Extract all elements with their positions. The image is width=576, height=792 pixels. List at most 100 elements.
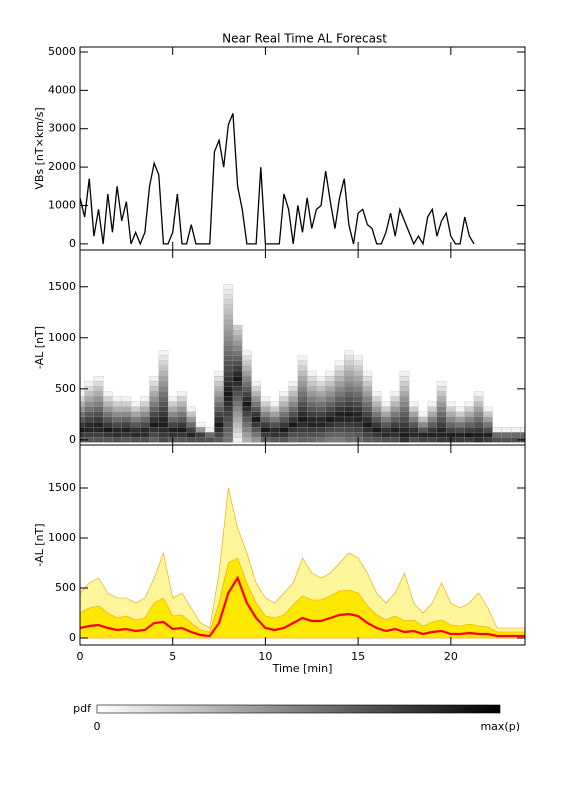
pdf-cell [177, 437, 187, 443]
pdf-cell [223, 345, 234, 351]
pdf-cell [334, 386, 345, 392]
pdf-cell [223, 391, 234, 397]
pdf-cell [242, 360, 252, 366]
pdf-cell [483, 411, 493, 418]
pdf-cell [232, 432, 243, 438]
pdf-cell [232, 335, 243, 341]
pdf-cell [297, 396, 308, 402]
pdf-cell [436, 427, 447, 433]
pdf-cell [316, 391, 326, 397]
pdf-cell [149, 416, 159, 423]
pdf-cell [84, 432, 95, 438]
pdf-cell [334, 401, 345, 407]
pdf-cell [436, 432, 447, 438]
pdf-cell [288, 437, 298, 443]
pdf-cell [205, 437, 215, 443]
pdf-cell [103, 396, 113, 402]
pdf-cell [334, 406, 345, 412]
pdf-cell [297, 355, 308, 361]
pdf-cell [167, 396, 178, 402]
pdf-cell [334, 427, 345, 433]
pdf-cell [381, 432, 391, 438]
pdf-cell [362, 370, 373, 377]
pdf-cell [325, 437, 336, 443]
pdf-cell [501, 432, 512, 438]
pdf-cell [307, 375, 317, 382]
pdf-cell [409, 437, 419, 443]
pdf-cell [316, 406, 326, 412]
pdf-cell [279, 391, 289, 397]
y-axis-label: -AL [nT] [33, 326, 46, 369]
pdf-cell [334, 375, 345, 382]
pdf-cell [325, 401, 336, 407]
pdf-cell [510, 432, 521, 438]
pdf-cell [223, 421, 234, 428]
pdf-cell [362, 386, 373, 392]
pdf-cell [140, 411, 150, 418]
pdf-cell [251, 386, 261, 392]
y-axis-label: -AL [nT] [33, 523, 46, 566]
pdf-cell [334, 416, 345, 423]
pdf-cell [158, 386, 169, 392]
pdf-cell [492, 437, 502, 443]
pdf-cell [288, 411, 298, 418]
pdf-cell [427, 432, 438, 438]
pdf-cell [418, 411, 428, 418]
pdf-cell [390, 421, 400, 428]
pdf-cell [288, 401, 298, 407]
pdf-cell [158, 365, 169, 372]
pdf-cell [232, 396, 243, 402]
pdf-cell [436, 381, 447, 387]
pdf-cell [483, 406, 493, 412]
pdf-cell [93, 427, 104, 433]
pdf-cell [344, 401, 354, 407]
pdf-cell [130, 427, 141, 433]
pdf-cell [186, 416, 196, 423]
pdf-cell [381, 437, 391, 443]
pdf-cell [297, 360, 308, 366]
pdf-cell [381, 421, 391, 428]
pdf-cell [436, 391, 447, 397]
pdf-cell [436, 437, 447, 443]
pdf-cell [297, 381, 308, 387]
data-line [80, 113, 475, 246]
pdf-cell [223, 314, 234, 321]
pdf-cell [381, 411, 391, 418]
pdf-cell [483, 437, 493, 443]
pdf-cell [167, 421, 178, 428]
y-tick-label: 0 [69, 433, 76, 446]
pdf-cell [251, 421, 261, 428]
pdf-cell [177, 406, 187, 412]
pdf-cell [223, 289, 234, 295]
pdf-cell [483, 427, 493, 433]
pdf-cell [409, 427, 419, 433]
x-tick-label: 20 [444, 650, 458, 663]
y-tick-label: 1000 [48, 531, 76, 544]
pdf-cell [214, 432, 224, 438]
y-tick-label: 2000 [48, 160, 76, 173]
pdf-cell [501, 427, 512, 433]
x-axis-label: Time [min] [272, 662, 333, 675]
pdf-cell [353, 401, 363, 407]
pdf-cell [260, 421, 271, 428]
x-tick-label: 0 [77, 650, 84, 663]
pdf-cell [353, 427, 363, 433]
pdf-cell [325, 406, 336, 412]
pdf-cell [269, 427, 280, 433]
pdf-cell [158, 411, 169, 418]
pdf-cell [307, 391, 317, 397]
pdf-cell [390, 416, 400, 423]
pdf-cell [436, 401, 447, 407]
pdf-cell [473, 411, 484, 418]
pdf-cell [446, 427, 456, 433]
pdf-cell [158, 375, 169, 382]
pdf-cell [130, 437, 141, 443]
pdf-cell [149, 427, 159, 433]
pdf-cell [344, 421, 354, 428]
pdf-cell [205, 432, 215, 438]
pdf-cell [242, 427, 252, 433]
pdf-cell [501, 437, 512, 443]
pdf-cell [177, 427, 187, 433]
pdf-cell [232, 421, 243, 428]
pdf-cell [307, 401, 317, 407]
